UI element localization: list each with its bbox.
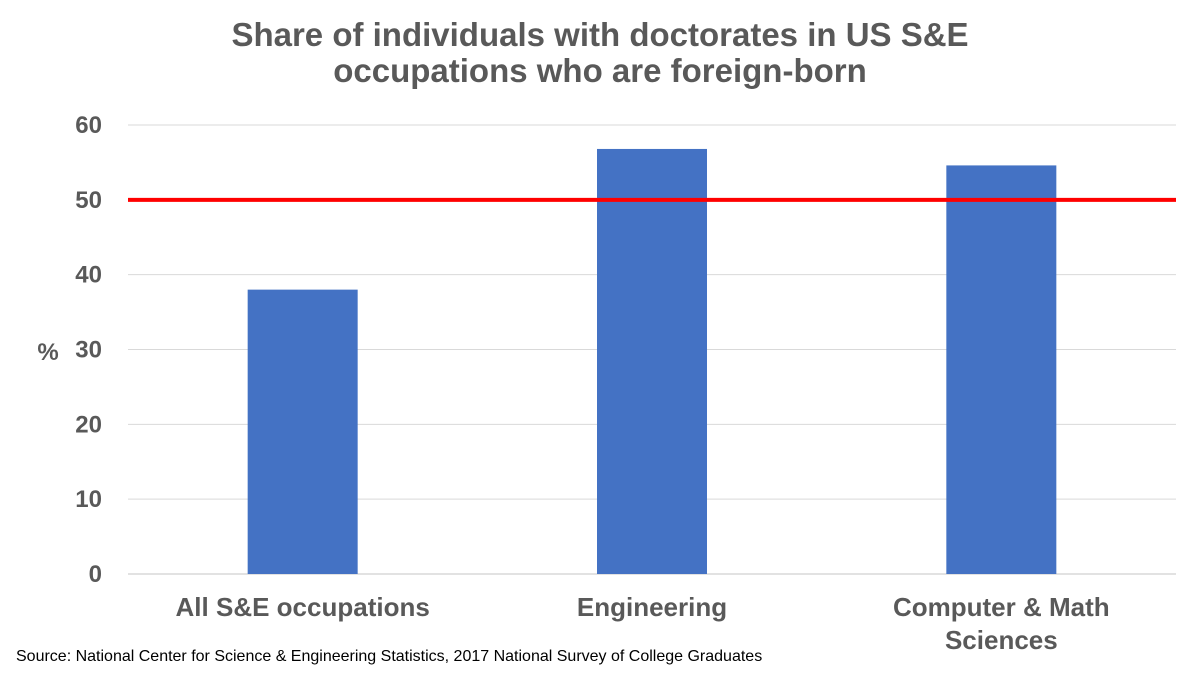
- bar: [946, 165, 1057, 574]
- chart-title-line: occupations who are foreign-born: [333, 52, 867, 89]
- x-category-label: Sciences: [945, 625, 1058, 655]
- x-category-label: All S&E occupations: [176, 592, 430, 622]
- y-tick-label: 0: [89, 561, 102, 588]
- y-axis-label: %: [37, 339, 58, 366]
- y-tick-label: 40: [75, 262, 102, 289]
- source-note: Source: National Center for Science & En…: [16, 648, 763, 665]
- y-tick-label: 20: [75, 411, 102, 438]
- bars: [247, 148, 1057, 575]
- bar: [247, 289, 358, 574]
- y-tick-label: 10: [75, 486, 102, 513]
- y-axis-tick-labels: 0 10 20 30 40 50 60: [75, 112, 102, 588]
- y-tick-label: 30: [75, 337, 102, 364]
- chart-title-line: Share of individuals with doctorates in …: [231, 16, 968, 53]
- y-tick-label: 60: [75, 112, 102, 139]
- y-tick-label: 50: [75, 187, 102, 214]
- x-axis-category-labels: All S&E occupations Engineering Computer &…: [176, 592, 1110, 655]
- x-category-label: Engineering: [577, 592, 727, 622]
- bar: [597, 148, 707, 575]
- chart-title: Share of individuals with doctorates in …: [231, 16, 968, 89]
- x-category-label: Computer & Math: [893, 592, 1110, 622]
